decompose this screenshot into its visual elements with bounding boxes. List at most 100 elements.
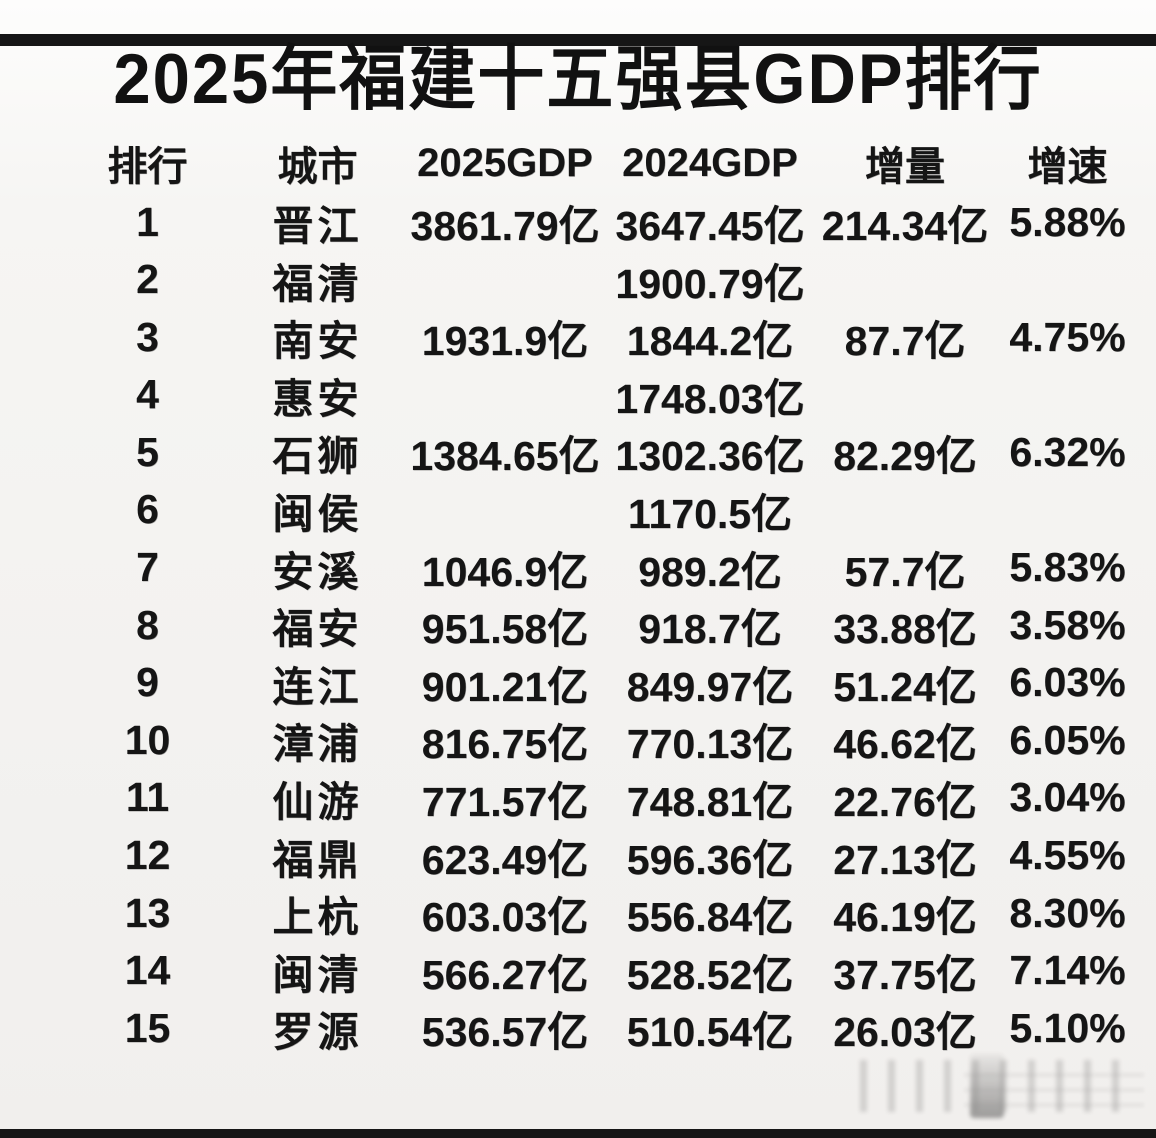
cell-growth: 5.10% — [1009, 1004, 1126, 1051]
cell-increase: 26.03亿 — [833, 1009, 977, 1056]
cell-city: 晋江 — [272, 203, 363, 249]
table-header-row: 排行 城市 2025GDP 2024GDP 增量 增速 — [60, 134, 1135, 192]
cell-gdp2024: 556.84亿 — [626, 894, 794, 941]
cell-growth: 5.83% — [1009, 544, 1126, 591]
cell-gdp2024: 1748.03亿 — [615, 375, 805, 422]
cell-growth: 4.55% — [1009, 832, 1126, 879]
cell-rank: 12 — [124, 832, 171, 879]
table-row: 2 福清 1900.79亿 — [60, 250, 1135, 308]
table-row: 9 连江 901.21亿 849.97亿 51.24亿 6.03% — [60, 653, 1135, 711]
cell-gdp2025: 3861.79亿 — [410, 203, 600, 249]
table-row: 14 闽清 566.27亿 528.52亿 37.75亿 7.14% — [60, 941, 1135, 999]
cell-rank: 4 — [136, 371, 159, 418]
cell-gdp2024: 918.7亿 — [638, 606, 782, 653]
table-row: 15 罗源 536.57亿 510.54亿 26.03亿 5.10% — [60, 998, 1135, 1056]
cell-rank: 10 — [124, 716, 171, 763]
cell-increase: 46.19亿 — [833, 894, 977, 941]
cell-rank: 7 — [136, 544, 159, 591]
cell-gdp2024: 510.54亿 — [626, 1009, 794, 1056]
column-header-rank: 排行 — [107, 145, 188, 189]
cell-gdp2025: 603.03亿 — [421, 894, 589, 941]
cell-increase: 214.34亿 — [821, 203, 989, 249]
cell-gdp2024: 989.2亿 — [638, 548, 782, 595]
cell-growth: 8.30% — [1009, 889, 1126, 936]
cell-growth: 4.75% — [1009, 313, 1126, 360]
watermark-lines — [964, 1074, 1144, 1114]
cell-gdp2024: 1844.2亿 — [626, 318, 794, 365]
cell-city: 安溪 — [272, 548, 363, 595]
cell-increase: 51.24亿 — [833, 663, 977, 710]
cell-city: 连江 — [272, 663, 363, 710]
cell-rank: 6 — [136, 486, 159, 533]
cell-gdp2025: 951.58亿 — [421, 606, 589, 653]
cell-rank: 15 — [124, 1004, 171, 1051]
cell-increase: 82.29亿 — [833, 433, 977, 480]
cell-gdp2024: 770.13亿 — [626, 721, 794, 768]
cell-city: 闽清 — [272, 951, 363, 998]
cell-city: 石狮 — [272, 433, 363, 480]
cell-gdp2024: 1900.79亿 — [615, 260, 805, 307]
top-edge-bar — [0, 34, 1156, 46]
cell-rank: 13 — [124, 889, 171, 936]
cell-gdp2025: 771.57亿 — [421, 778, 589, 825]
cell-growth: 7.14% — [1009, 947, 1126, 994]
cell-city: 漳浦 — [272, 721, 363, 768]
cell-city: 上杭 — [272, 894, 363, 941]
cell-gdp2025: 1046.9亿 — [421, 548, 589, 595]
cell-rank: 11 — [125, 774, 170, 821]
cell-city: 惠安 — [272, 375, 363, 422]
cell-gdp2024: 1170.5亿 — [627, 490, 793, 537]
cell-city: 福清 — [272, 260, 363, 307]
cell-gdp2024: 748.81亿 — [626, 778, 794, 825]
table-row: 6 闽侯 1170.5亿 — [60, 480, 1135, 538]
column-header-growth: 增速 — [1027, 145, 1108, 189]
cell-gdp2025: 901.21亿 — [421, 663, 589, 710]
watermark — [860, 1054, 1144, 1118]
cell-increase: 57.7亿 — [844, 548, 966, 595]
cell-city: 南安 — [272, 318, 363, 365]
cell-gdp2024: 849.97亿 — [626, 663, 794, 710]
cell-gdp2025: 816.75亿 — [421, 721, 589, 768]
column-header-gdp2025: 2025GDP — [417, 140, 593, 185]
column-header-increase: 增量 — [865, 145, 945, 189]
table-row: 5 石狮 1384.65亿 1302.36亿 82.29亿 6.32% — [60, 422, 1135, 480]
cell-gdp2025: 1931.9亿 — [421, 318, 589, 365]
cell-growth: 6.03% — [1009, 659, 1126, 706]
table-row: 1 晋江 3861.79亿 3647.45亿 214.34亿 5.88% — [60, 192, 1135, 250]
cell-growth: 6.32% — [1009, 428, 1126, 475]
table-body: 1 晋江 3861.79亿 3647.45亿 214.34亿 5.88% 2 福清 1900.7… — [60, 192, 1135, 1056]
column-header-gdp2024: 2024GDP — [622, 140, 798, 185]
table-row: 3 南安 1931.9亿 1844.2亿 87.7亿 4.75% — [60, 307, 1135, 365]
cell-growth: 3.04% — [1009, 774, 1126, 821]
cell-gdp2025: 566.27亿 — [421, 951, 589, 998]
cell-increase: 46.62亿 — [833, 721, 977, 768]
cell-city: 福鼎 — [272, 836, 363, 883]
cell-gdp2024: 596.36亿 — [626, 836, 794, 883]
table-row: 10 漳浦 816.75亿 770.13亿 46.62亿 6.05% — [60, 710, 1135, 768]
cell-growth: 5.88% — [1009, 198, 1126, 245]
cell-city: 福安 — [272, 606, 363, 653]
cell-gdp2024: 3647.45亿 — [615, 203, 805, 249]
cell-gdp2025: 536.57亿 — [421, 1009, 589, 1056]
table-row: 7 安溪 1046.9亿 989.2亿 57.7亿 5.83% — [60, 538, 1135, 596]
cell-growth: 3.58% — [1009, 601, 1126, 648]
cell-gdp2024: 528.52亿 — [626, 951, 794, 998]
table-row: 11 仙游 771.57亿 748.81亿 22.76亿 3.04% — [60, 768, 1135, 826]
cell-rank: 5 — [136, 428, 159, 475]
table-row: 8 福安 951.58亿 918.7亿 33.88亿 3.58% — [60, 595, 1135, 653]
table-row: 4 惠安 1748.03亿 — [60, 365, 1135, 423]
cell-increase: 87.7亿 — [844, 318, 966, 365]
cell-increase: 27.13亿 — [833, 836, 977, 883]
cell-rank: 8 — [136, 601, 159, 648]
bottom-edge-bar — [0, 1129, 1156, 1138]
cell-rank: 1 — [136, 198, 159, 245]
table-row: 13 上杭 603.03亿 556.84亿 46.19亿 8.30% — [60, 883, 1135, 941]
cell-rank: 3 — [136, 313, 159, 360]
cell-gdp2025: 1384.65亿 — [410, 433, 600, 480]
gdp-ranking-table: 排行 城市 2025GDP 2024GDP 增量 增速 1 晋江 3861.79亿 3… — [0, 134, 1135, 1056]
column-header-city: 城市 — [277, 145, 358, 189]
cell-city: 罗源 — [272, 1009, 363, 1056]
cell-rank: 9 — [136, 659, 159, 706]
cell-city: 闽侯 — [272, 490, 363, 537]
cell-city: 仙游 — [272, 778, 363, 825]
